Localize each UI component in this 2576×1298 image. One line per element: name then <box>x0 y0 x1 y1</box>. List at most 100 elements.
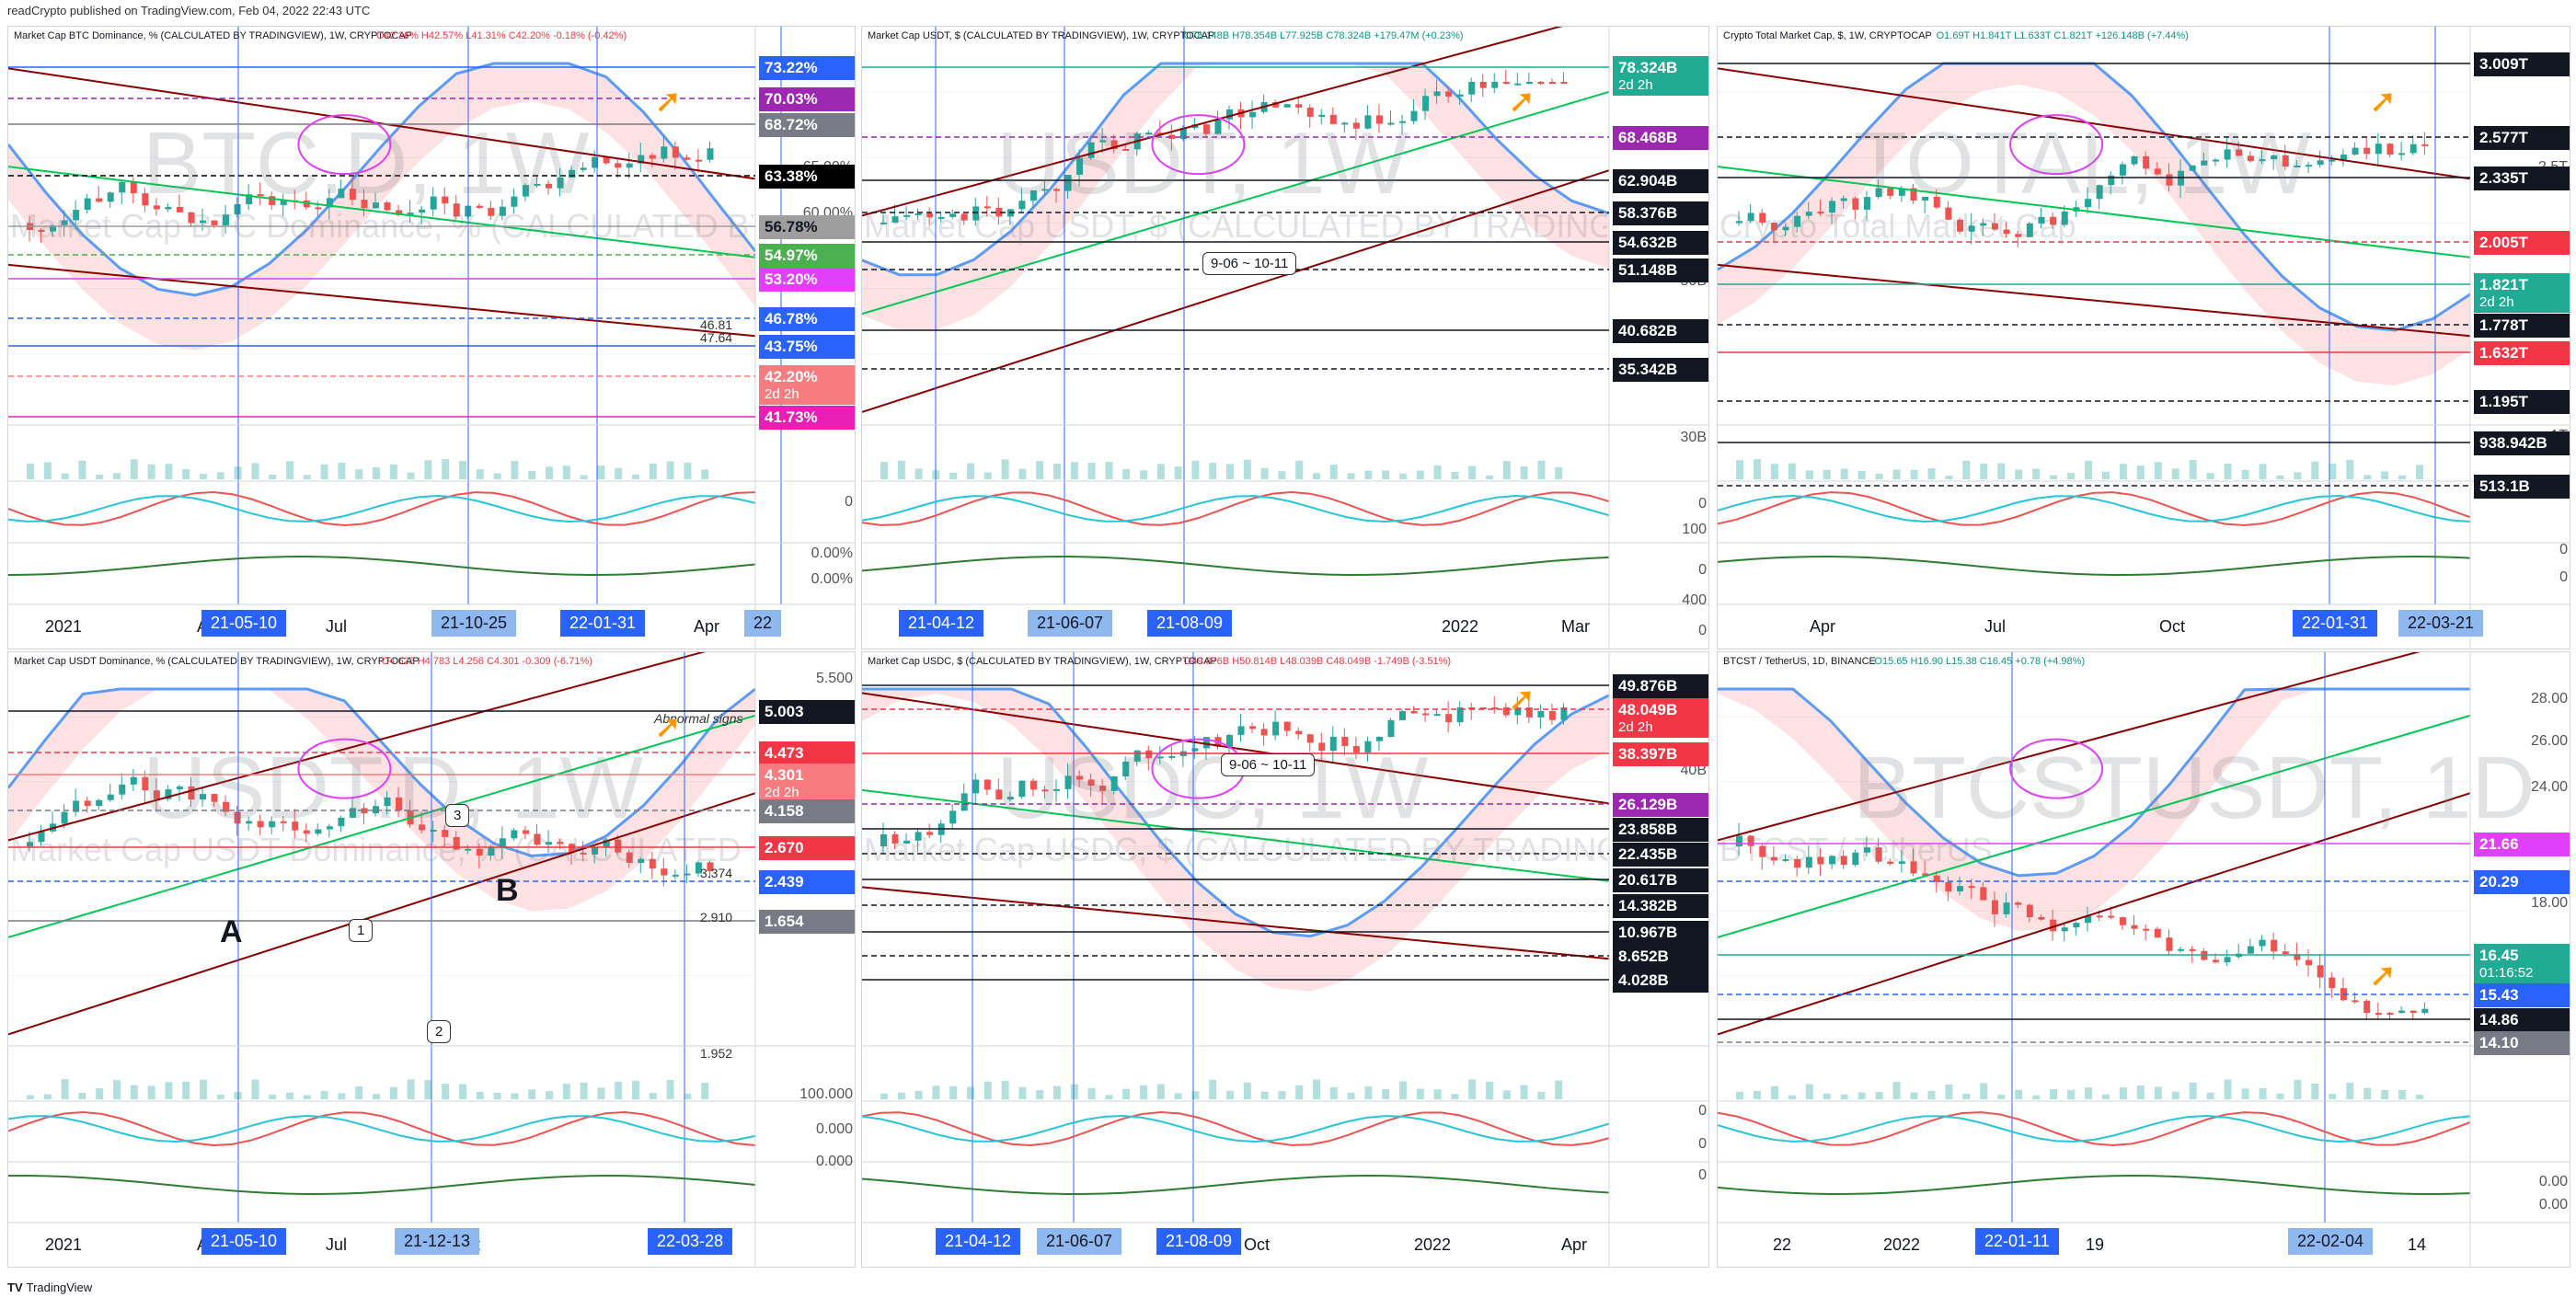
price-level-badge[interactable]: 73.22% <box>759 56 855 80</box>
price-level-badge[interactable]: 70.03% <box>759 87 855 111</box>
price-level-badge[interactable]: 1.778T <box>2474 314 2570 338</box>
trendline[interactable] <box>1718 714 2471 938</box>
time-marker-label[interactable]: 21-05-10 <box>201 1228 287 1255</box>
price-level-badge[interactable]: 4.301 2d 2h <box>759 764 855 803</box>
time-marker-label[interactable]: 21-08-09 <box>1147 610 1233 637</box>
trendline[interactable] <box>862 169 1610 413</box>
time-marker-label[interactable]: 21-12-13 <box>395 1228 480 1255</box>
price-level-badge[interactable]: 43.75% <box>759 335 855 359</box>
price-level-badge[interactable]: 15.43 <box>2474 983 2570 1007</box>
trendline[interactable] <box>862 788 1610 882</box>
price-level-badge[interactable]: 16.45 01:16:52 <box>2474 944 2570 983</box>
price-level-badge[interactable]: 4.158 <box>759 799 855 823</box>
numbered-callout[interactable]: 2 <box>427 1020 452 1043</box>
highlight-ellipse[interactable] <box>2009 114 2104 176</box>
price-level-badge[interactable]: 10.967B <box>1613 921 1708 945</box>
price-level-badge[interactable]: 1.632T <box>2474 341 2570 365</box>
time-marker-label[interactable]: 21-06-07 <box>1028 610 1113 637</box>
highlight-ellipse[interactable] <box>2009 738 2104 799</box>
price-level-badge[interactable]: 40.682B <box>1613 319 1708 343</box>
highlight-ellipse[interactable] <box>297 114 392 176</box>
trendline[interactable] <box>1718 652 2470 842</box>
price-level-badge[interactable]: 53.20% <box>759 268 855 292</box>
price-level-badge[interactable]: 2.335T <box>2474 167 2570 190</box>
chart-panel-btcd[interactable]: BTC.D, 1W Market Cap BTC Dominance, % (CA… <box>7 26 856 649</box>
price-level-badge[interactable]: 78.324B 2d 2h <box>1613 56 1708 96</box>
chart-panel-usdc[interactable]: USDC, 1W Market Cap USDC, $ (CALCULATED B… <box>861 651 1709 1268</box>
price-level-badge[interactable]: 62.904B <box>1613 169 1708 193</box>
price-level-badge[interactable]: 2.439 <box>759 870 855 894</box>
trendline[interactable] <box>8 652 755 842</box>
price-level-badge[interactable]: 46.78% <box>759 307 855 331</box>
price-level-badge[interactable]: 1.821T 2d 2h <box>2474 273 2570 313</box>
time-marker-label[interactable]: 22 <box>744 610 782 637</box>
trendline[interactable] <box>8 792 756 1036</box>
callout-bubble[interactable]: 9-06 ~ 10-11 <box>1221 753 1316 776</box>
chart-canvas[interactable] <box>862 652 1709 1268</box>
time-marker-label[interactable]: 22-01-31 <box>560 610 646 637</box>
price-level-badge[interactable]: 41.73% <box>759 406 855 430</box>
price-level-badge[interactable]: 513.1B <box>2474 475 2570 499</box>
callout-bubble[interactable]: 9-06 ~ 10-11 <box>1202 252 1297 275</box>
trendline[interactable] <box>862 90 1610 316</box>
price-level-badge[interactable]: 8.652B <box>1613 945 1708 969</box>
price-level-badge[interactable]: 23.858B <box>1613 818 1708 842</box>
price-level-badge[interactable]: 14.10 <box>2474 1031 2570 1055</box>
chart-canvas[interactable] <box>8 27 856 649</box>
price-level-badge[interactable]: 14.86 <box>2474 1008 2570 1032</box>
price-level-badge[interactable]: 938.942B <box>2474 431 2570 455</box>
price-level-badge[interactable]: 20.29 <box>2474 870 2570 894</box>
price-level-badge[interactable]: 20.617B <box>1613 868 1708 892</box>
time-marker-label[interactable]: 21-04-12 <box>936 1228 1021 1255</box>
chart-panel-usdtd[interactable]: USDT.D, 1W Market Cap USDT Dominance, % (… <box>7 651 856 1268</box>
chart-panel-btcst[interactable]: BTCSTUSDT, 1D BTCST / TetherUS BTCST / Tet… <box>1717 651 2570 1268</box>
price-level-badge[interactable]: 21.66 <box>2474 833 2570 856</box>
price-level-badge[interactable]: 2.005T <box>2474 231 2570 255</box>
price-level-badge[interactable]: 22.435B <box>1613 843 1708 867</box>
trendline[interactable] <box>862 27 1609 217</box>
chart-canvas[interactable] <box>862 27 1709 649</box>
price-level-badge[interactable]: 14.382B <box>1613 894 1708 918</box>
time-marker-label[interactable]: 21-04-12 <box>899 610 984 637</box>
price-level-badge[interactable]: 48.049B 2d 2h <box>1613 698 1708 738</box>
price-level-badge[interactable]: 54.632B <box>1613 231 1708 255</box>
chart-canvas[interactable] <box>8 652 856 1268</box>
time-marker-label[interactable]: 22-01-31 <box>2293 610 2378 637</box>
price-level-badge[interactable]: 1.654 <box>759 910 855 934</box>
price-level-badge[interactable]: 2.670 <box>759 836 855 860</box>
trendline[interactable] <box>862 692 1610 805</box>
price-level-badge[interactable]: 42.20% 2d 2h <box>759 365 855 405</box>
price-level-badge[interactable]: 1.195T <box>2474 390 2570 414</box>
price-level-badge[interactable]: 68.468B <box>1613 126 1708 150</box>
time-marker-label[interactable]: 21-08-09 <box>1156 1228 1242 1255</box>
chart-canvas[interactable] <box>1718 27 2570 649</box>
price-level-badge[interactable]: 2.577T <box>2474 126 2570 150</box>
chart-panel-usdt[interactable]: USDT, 1W Market Cap USDT, $ (CALCULATED B… <box>861 26 1709 649</box>
highlight-ellipse[interactable] <box>1151 114 1246 176</box>
price-level-badge[interactable]: 56.78% <box>759 215 855 239</box>
chart-canvas[interactable] <box>1718 652 2570 1268</box>
price-level-badge[interactable]: 5.003 <box>759 700 855 724</box>
price-level-badge[interactable]: 51.148B <box>1613 258 1708 282</box>
trendline[interactable] <box>1718 67 2471 180</box>
trendline[interactable] <box>1718 792 2471 1036</box>
time-marker-label[interactable]: 22-01-11 <box>1975 1228 2059 1255</box>
trendline[interactable] <box>8 166 756 258</box>
price-level-badge[interactable]: 35.342B <box>1613 358 1708 382</box>
highlight-ellipse[interactable] <box>297 738 392 799</box>
price-level-badge[interactable]: 63.38% <box>759 165 855 189</box>
numbered-callout[interactable]: 1 <box>349 919 374 942</box>
time-marker-label[interactable]: 22-03-28 <box>648 1228 733 1255</box>
time-marker-label[interactable]: 21-05-10 <box>201 610 287 637</box>
trendline[interactable] <box>8 714 756 938</box>
trendline[interactable] <box>862 886 1610 960</box>
trendline[interactable] <box>8 263 756 338</box>
time-marker-label[interactable]: 21-10-25 <box>431 610 517 637</box>
price-level-badge[interactable]: 58.376B <box>1613 201 1708 225</box>
numbered-callout[interactable]: 3 <box>445 804 470 827</box>
price-level-badge[interactable]: 4.028B <box>1613 969 1708 993</box>
price-level-badge[interactable]: 3.009T <box>2474 52 2570 76</box>
price-level-badge[interactable]: 38.397B <box>1613 742 1708 766</box>
time-marker-label[interactable]: 22-03-21 <box>2398 610 2484 637</box>
tradingview-footer[interactable]: TV TradingView <box>0 1278 2576 1298</box>
